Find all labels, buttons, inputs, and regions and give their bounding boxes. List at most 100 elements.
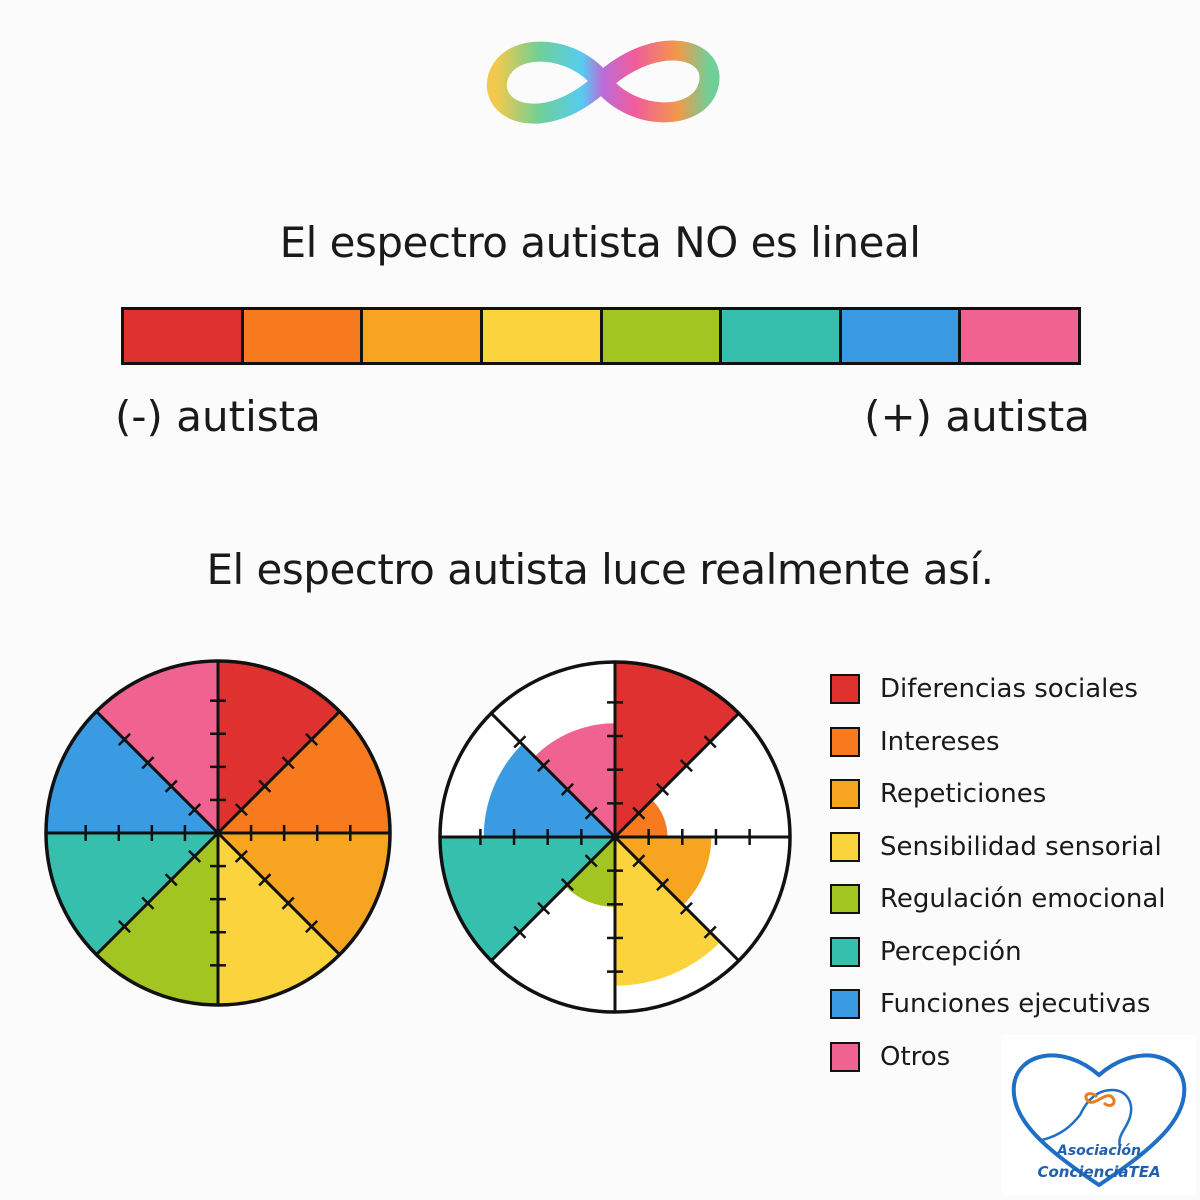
tick bbox=[258, 779, 272, 793]
wedge-percepción bbox=[440, 837, 615, 961]
legend-item: Repeticiones bbox=[830, 768, 1190, 821]
tick bbox=[141, 756, 155, 770]
tick bbox=[234, 803, 248, 817]
less-autistic-label: (-) autista bbox=[115, 392, 321, 441]
legend-item: Intereses bbox=[830, 716, 1190, 769]
tick bbox=[632, 854, 646, 868]
tick bbox=[188, 803, 202, 817]
wedge-funciones-ejecutivas bbox=[46, 711, 218, 833]
tick bbox=[164, 779, 178, 793]
legend-swatch bbox=[830, 1041, 860, 1072]
legend-item: Otros bbox=[830, 1031, 1190, 1084]
heart-logo-icon bbox=[1011, 1053, 1187, 1188]
legend-label: Regulación emocional bbox=[880, 884, 1166, 915]
legend-label: Sensibilidad sensorial bbox=[880, 831, 1162, 862]
tick bbox=[679, 759, 693, 773]
tick bbox=[258, 873, 272, 887]
legend-swatch bbox=[830, 831, 860, 862]
tick bbox=[560, 878, 574, 892]
tick bbox=[281, 756, 295, 770]
wedge-regulación-emocional bbox=[96, 833, 218, 1005]
legend-swatch bbox=[830, 989, 860, 1020]
tick bbox=[117, 732, 131, 746]
title-real: El espectro autista luce realmente así. bbox=[206, 545, 995, 594]
spoke bbox=[613, 835, 740, 962]
wedge-diferencias-sociales bbox=[218, 661, 340, 833]
legend-label: Funciones ejecutivas bbox=[880, 989, 1151, 1020]
tick bbox=[513, 925, 527, 939]
wheel-2 bbox=[438, 660, 792, 1014]
legend-item: Funciones ejecutivas bbox=[830, 978, 1190, 1031]
legend-label: Intereses bbox=[880, 726, 1000, 757]
association-badge: Asociación ConcienciaTEA bbox=[1002, 1035, 1196, 1195]
legend-swatch bbox=[830, 779, 860, 810]
wedge-repeticiones bbox=[615, 837, 712, 906]
wedge-regulación-emocional bbox=[565, 837, 615, 907]
tick bbox=[584, 806, 598, 820]
wedge-otros bbox=[96, 661, 218, 833]
bar-segment-teal bbox=[722, 310, 842, 362]
spoke bbox=[95, 710, 220, 835]
bar-segment-red bbox=[124, 310, 244, 362]
tick bbox=[679, 901, 693, 915]
wheel-outline bbox=[438, 660, 792, 1014]
infinity-logo-icon bbox=[486, 40, 720, 124]
tick bbox=[632, 806, 646, 820]
bar-segment-blue bbox=[841, 310, 962, 362]
wedge-intereses bbox=[218, 711, 390, 833]
legend-label: Percepción bbox=[880, 936, 1022, 967]
wedge-funciones-ejecutivas bbox=[483, 744, 615, 837]
wedge-repeticiones bbox=[218, 833, 390, 955]
tick bbox=[560, 782, 574, 796]
legend-item: Regulación emocional bbox=[830, 873, 1190, 926]
spoke bbox=[490, 712, 617, 839]
tick bbox=[117, 920, 131, 934]
tick bbox=[584, 854, 598, 868]
legend-item: Percepción bbox=[830, 926, 1190, 979]
tick bbox=[305, 732, 319, 746]
more-autistic-label: (+) autista bbox=[864, 392, 1090, 441]
wedge-percepción bbox=[46, 833, 218, 955]
spectrum-wheels bbox=[44, 659, 792, 1014]
tick bbox=[703, 735, 717, 749]
spoke bbox=[95, 831, 220, 956]
tick bbox=[537, 901, 551, 915]
bar-segment-orange bbox=[243, 310, 364, 362]
badge-line1: Asociación bbox=[1056, 1143, 1141, 1159]
tick bbox=[513, 735, 527, 749]
spoke bbox=[613, 712, 740, 839]
tick bbox=[234, 849, 248, 863]
legend-swatch bbox=[830, 936, 860, 967]
title-linear: El espectro autista NO es lineal bbox=[279, 218, 921, 267]
tick bbox=[305, 920, 319, 934]
tick bbox=[188, 849, 202, 863]
spoke bbox=[216, 831, 341, 956]
bar-segment-pink bbox=[961, 310, 1078, 362]
legend-item: Sensibilidad sensorial bbox=[830, 821, 1190, 874]
spoke bbox=[490, 835, 617, 962]
legend-swatch bbox=[830, 884, 860, 915]
wheel-1 bbox=[44, 659, 392, 1007]
legend-label: Repeticiones bbox=[880, 779, 1047, 810]
legend-swatch bbox=[830, 726, 860, 757]
bar-segment-green bbox=[602, 310, 723, 362]
wedge-intereses bbox=[615, 799, 668, 837]
tick bbox=[703, 925, 717, 939]
tick bbox=[164, 873, 178, 887]
bar-segment-amber bbox=[363, 310, 483, 362]
wedge-sensibilidad-sensorial bbox=[615, 837, 721, 986]
wheel-outline bbox=[44, 659, 392, 1007]
tick bbox=[141, 896, 155, 910]
tick bbox=[281, 896, 295, 910]
tick bbox=[537, 759, 551, 773]
legend-label: Otros bbox=[880, 1041, 951, 1072]
linear-spectrum-bar bbox=[121, 307, 1081, 365]
badge-line2: ConcienciaTEA bbox=[1037, 1163, 1161, 1181]
tick bbox=[656, 878, 670, 892]
spoke bbox=[216, 710, 341, 835]
legend-item: Diferencias sociales bbox=[830, 663, 1190, 716]
wedge-sensibilidad-sensorial bbox=[218, 833, 340, 1005]
legend: Diferencias sociales Intereses Repeticione… bbox=[830, 663, 1190, 1083]
wedge-diferencias-sociales bbox=[615, 662, 739, 837]
legend-swatch bbox=[830, 674, 860, 705]
